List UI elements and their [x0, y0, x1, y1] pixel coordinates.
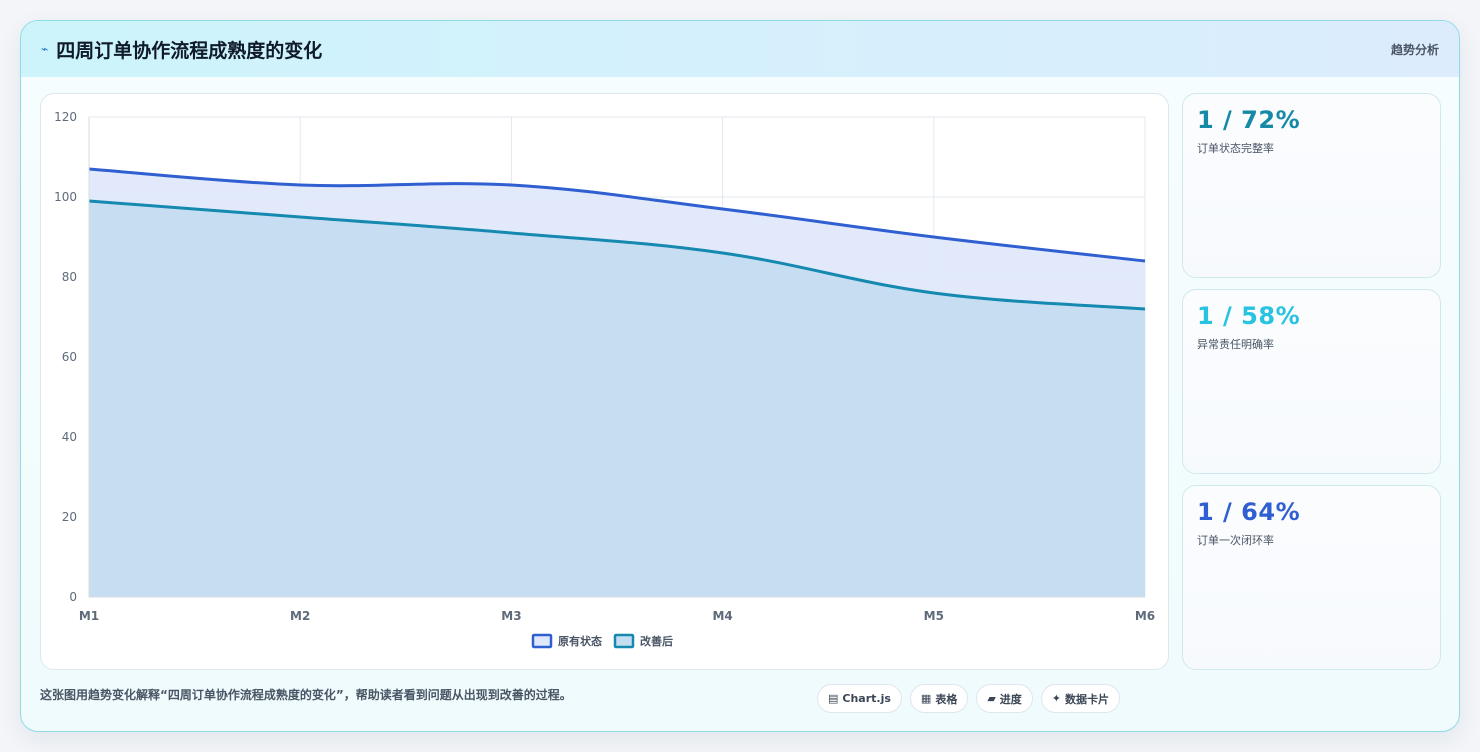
y-tick-label: 40: [62, 430, 77, 444]
tag-data-card[interactable]: ✦ 数据卡片: [1040, 684, 1121, 713]
kpi-value: 1 / 72%: [1197, 106, 1301, 134]
kpi-card-order-status: 1 / 72% 订单状态完整率: [1182, 93, 1441, 278]
tag-label: Chart.js: [842, 692, 891, 705]
x-tick-label: M6: [1135, 609, 1155, 623]
tag-progress[interactable]: ▰ 进度: [976, 684, 1033, 713]
tag-label: 数据卡片: [1065, 692, 1110, 706]
y-tick-label: 80: [62, 270, 77, 284]
tag-table[interactable]: ▦ 表格: [909, 684, 969, 713]
title-group: ⌁ 四周订单协作流程成熟度的变化: [41, 36, 322, 63]
kpi-card-closure: 1 / 64% 订单一次闭环率: [1182, 485, 1441, 670]
kpi-label: 订单一次闭环率: [1197, 534, 1274, 547]
x-tick-label: M3: [501, 609, 521, 623]
progress-icon: ▰: [987, 692, 996, 705]
x-tick-label: M4: [712, 609, 732, 623]
chart-icon: ▤: [828, 692, 839, 705]
tag-label: 进度: [999, 692, 1022, 706]
kpi-value: 1 / 58%: [1197, 302, 1301, 330]
category-tag: 趋势分析: [1390, 42, 1439, 57]
series-line-1: [88, 167, 1146, 263]
page-title: 四周订单协作流程成熟度的变化: [56, 39, 323, 62]
tag-chartjs[interactable]: ▤ Chart.js: [817, 684, 902, 713]
table-icon: ▦: [920, 692, 932, 705]
kpi-card-responsibility: 1 / 58% 异常责任明确率: [1182, 289, 1441, 474]
series-line-2: [88, 199, 1146, 311]
series-area-2: [89, 201, 1145, 597]
y-tick-label: 60: [62, 350, 77, 364]
chart-caption: 这张图用趋势变化解释“四周订单协作流程成熟度的变化”，帮助读者看到问题从出现到改…: [40, 688, 572, 702]
x-tick-label: M5: [924, 609, 944, 623]
sparkle-icon: ✦: [1051, 692, 1062, 705]
y-tick-label: 0: [69, 590, 77, 604]
x-tick-label: M1: [79, 609, 99, 623]
kpi-label: 订单状态完整率: [1197, 142, 1274, 155]
tag-list: ▤ Chart.js ▦ 表格 ▰ 进度 ✦ 数据卡片: [817, 684, 1121, 713]
y-tick-label: 20: [62, 510, 77, 524]
legend-swatch-2: [613, 633, 635, 649]
chart-panel: 0 20 40 60 80 100 120 M1 M2 M3 M4 M5 M6 原有状态 改善后: [40, 93, 1169, 670]
card-header: ⌁ 四周订单协作流程成熟度的变化 趋势分析: [21, 21, 1459, 77]
legend-label-1: 原有状态: [558, 634, 602, 648]
legend-label-2: 改善后: [640, 634, 673, 648]
y-tick-label: 120: [54, 110, 77, 124]
trend-line-icon: ⌁: [41, 42, 49, 56]
area-chart: 0 20 40 60 80 100 120 M1 M2 M3 M4 M5 M6 原有状态 改善后: [54, 110, 1155, 649]
legend-swatch-1: [531, 633, 553, 649]
y-tick-label: 100: [54, 190, 77, 204]
kpi-value: 1 / 64%: [1197, 498, 1301, 526]
trend-card: ⌁ 四周订单协作流程成熟度的变化 趋势分析 0 20 40 60 80 100 120 M1 M…: [20, 20, 1460, 732]
kpi-label: 异常责任明确率: [1197, 338, 1274, 351]
x-tick-label: M2: [290, 609, 310, 623]
tag-label: 表格: [935, 692, 958, 706]
